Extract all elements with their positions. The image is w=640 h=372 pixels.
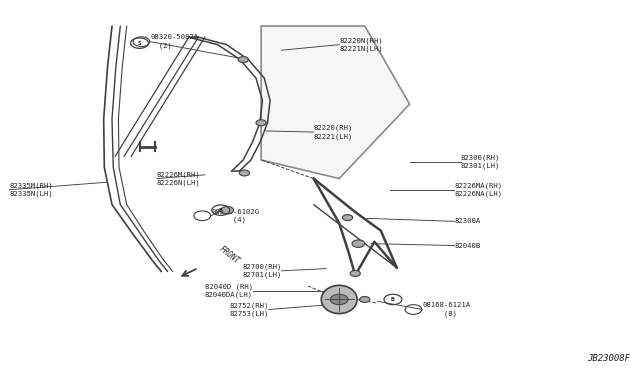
Text: S: S <box>138 41 141 46</box>
Circle shape <box>330 294 348 305</box>
Text: 82226MA(RH)
82226NA(LH): 82226MA(RH) 82226NA(LH) <box>454 182 502 197</box>
Text: B: B <box>219 208 223 213</box>
Text: 82335M(RH)
82335N(LH): 82335M(RH) 82335N(LH) <box>10 182 53 197</box>
Circle shape <box>350 270 360 276</box>
Circle shape <box>352 240 365 247</box>
Circle shape <box>238 57 248 62</box>
Text: 82700(RH)
82701(LH): 82700(RH) 82701(LH) <box>242 263 282 278</box>
Text: 82040B: 82040B <box>454 243 481 248</box>
Text: 82300(RH)
82301(LH): 82300(RH) 82301(LH) <box>461 154 500 169</box>
Text: 08168-6121A
     (8): 08168-6121A (8) <box>422 302 470 317</box>
Text: 82752(RH)
82753(LH): 82752(RH) 82753(LH) <box>229 302 269 317</box>
Text: 82226M(RH)
82226N(LH): 82226M(RH) 82226N(LH) <box>157 171 200 186</box>
Text: 08L46-6102G
     (4): 08L46-6102G (4) <box>211 209 259 223</box>
Circle shape <box>342 215 353 221</box>
Circle shape <box>256 120 266 126</box>
Text: B: B <box>391 297 395 302</box>
Ellipse shape <box>321 285 357 314</box>
Text: JB23008F: JB23008F <box>588 354 630 363</box>
Circle shape <box>221 206 234 214</box>
Polygon shape <box>261 26 410 179</box>
Text: 82220N(RH)
82221N(LH): 82220N(RH) 82221N(LH) <box>339 37 383 52</box>
Text: FRONT: FRONT <box>218 245 241 266</box>
Text: 82220(RH)
82221(LH): 82220(RH) 82221(LH) <box>314 125 353 140</box>
Circle shape <box>360 296 370 302</box>
Text: 82300A: 82300A <box>454 218 481 224</box>
Text: 08320-5082A
  (2): 08320-5082A (2) <box>150 35 198 49</box>
Circle shape <box>239 170 250 176</box>
Text: 82040D (RH)
82040DA(LH): 82040D (RH) 82040DA(LH) <box>205 283 253 298</box>
